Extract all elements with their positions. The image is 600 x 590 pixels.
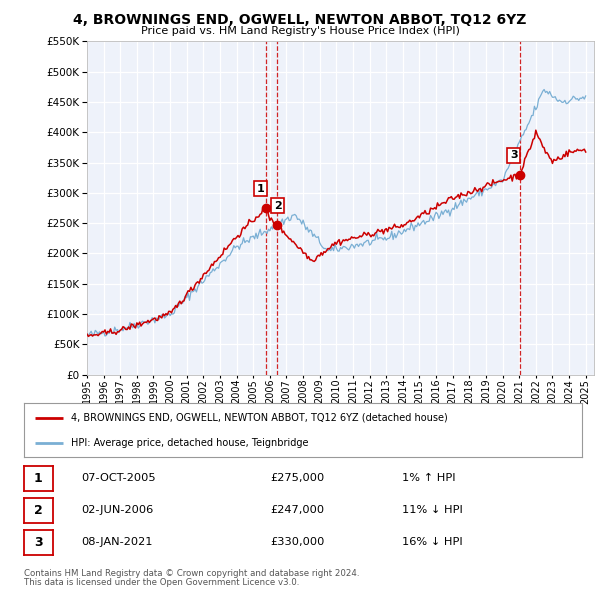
Text: 3: 3	[510, 150, 518, 160]
Text: 1: 1	[256, 183, 264, 194]
Text: 11% ↓ HPI: 11% ↓ HPI	[402, 506, 463, 515]
Text: 1: 1	[34, 472, 43, 485]
Text: Price paid vs. HM Land Registry's House Price Index (HPI): Price paid vs. HM Land Registry's House …	[140, 26, 460, 36]
Text: 2: 2	[34, 504, 43, 517]
Text: 02-JUN-2006: 02-JUN-2006	[81, 506, 153, 515]
Text: £330,000: £330,000	[270, 537, 325, 547]
Text: 16% ↓ HPI: 16% ↓ HPI	[402, 537, 463, 547]
Text: £247,000: £247,000	[270, 506, 324, 515]
Text: 3: 3	[34, 536, 43, 549]
Text: 08-JAN-2021: 08-JAN-2021	[81, 537, 152, 547]
Text: 4, BROWNINGS END, OGWELL, NEWTON ABBOT, TQ12 6YZ: 4, BROWNINGS END, OGWELL, NEWTON ABBOT, …	[73, 13, 527, 27]
Text: 2: 2	[274, 201, 281, 211]
Text: £275,000: £275,000	[270, 474, 324, 483]
Text: 1% ↑ HPI: 1% ↑ HPI	[402, 474, 455, 483]
Text: 07-OCT-2005: 07-OCT-2005	[81, 474, 155, 483]
Text: HPI: Average price, detached house, Teignbridge: HPI: Average price, detached house, Teig…	[71, 438, 309, 448]
Text: Contains HM Land Registry data © Crown copyright and database right 2024.: Contains HM Land Registry data © Crown c…	[24, 569, 359, 578]
Text: 4, BROWNINGS END, OGWELL, NEWTON ABBOT, TQ12 6YZ (detached house): 4, BROWNINGS END, OGWELL, NEWTON ABBOT, …	[71, 412, 448, 422]
Text: This data is licensed under the Open Government Licence v3.0.: This data is licensed under the Open Gov…	[24, 578, 299, 587]
